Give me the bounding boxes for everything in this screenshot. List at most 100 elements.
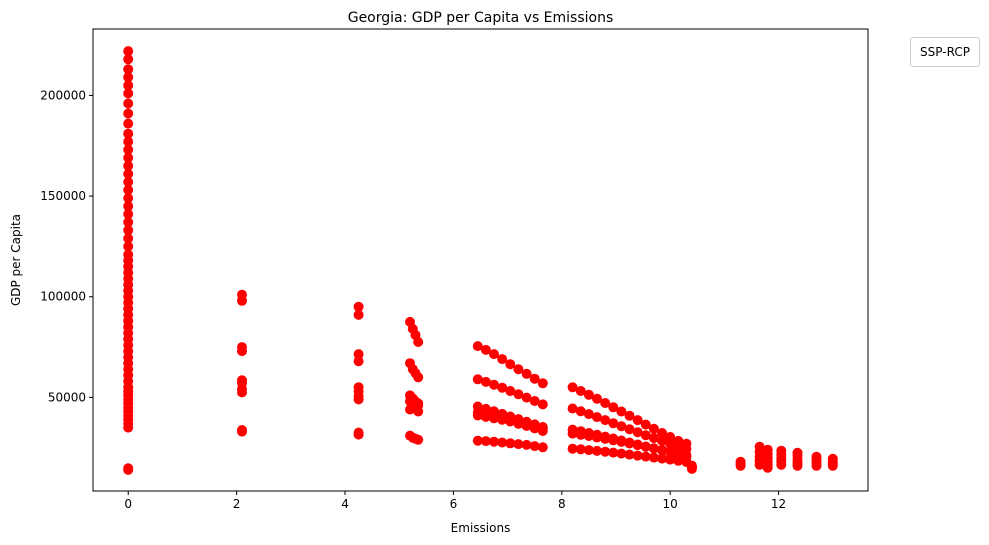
data-point (123, 177, 134, 187)
data-point (505, 386, 516, 396)
data-point (648, 443, 659, 454)
data-point (567, 424, 578, 435)
data-point (123, 225, 134, 236)
data-point (583, 428, 594, 438)
legend-title: SSP-RCP (920, 45, 970, 59)
data-point (583, 409, 594, 420)
data-point (497, 354, 508, 365)
data-point (616, 435, 627, 446)
data-point (827, 453, 838, 464)
data-point (123, 152, 134, 163)
data-point (123, 64, 134, 75)
data-point (413, 434, 424, 445)
y-tick-label: 150000 (40, 189, 86, 203)
data-point (123, 108, 134, 119)
data-point (123, 46, 134, 57)
data-point (648, 452, 659, 463)
data-point (657, 453, 668, 464)
data-point (480, 376, 491, 387)
data-point (123, 209, 134, 220)
data-point (123, 88, 134, 99)
data-point (686, 460, 697, 471)
data-point (640, 419, 651, 430)
data-point (567, 403, 578, 414)
data-point (657, 435, 668, 446)
data-point (497, 437, 508, 448)
data-point (537, 422, 548, 432)
data-point (665, 454, 676, 465)
data-point (353, 309, 364, 320)
data-point (480, 344, 491, 355)
data-point (583, 445, 594, 456)
data-point (583, 389, 594, 400)
data-point (123, 128, 134, 139)
data-point (665, 447, 676, 458)
chart-title: Georgia: GDP per Capita vs Emissions (348, 10, 614, 26)
data-point (592, 393, 602, 404)
data-point (754, 441, 765, 452)
data-point (567, 382, 578, 393)
data-point (616, 448, 627, 459)
data-point (575, 406, 586, 417)
data-point (608, 418, 619, 429)
x-tick-label: 12 (771, 497, 786, 511)
data-point (640, 430, 651, 441)
data-point (353, 382, 364, 393)
data-point (608, 447, 619, 458)
data-point (600, 415, 611, 426)
data-point (123, 98, 134, 109)
data-point (673, 435, 684, 446)
data-point (529, 373, 540, 384)
data-point (123, 463, 134, 474)
data-point (521, 392, 532, 403)
data-point (123, 72, 134, 83)
x-tick-label: 2 (233, 497, 241, 511)
data-point (123, 144, 134, 155)
plot-area-frame (92, 28, 869, 492)
data-point (413, 398, 424, 409)
legend: SSP-RCP (910, 37, 980, 67)
data-point (575, 444, 586, 455)
data-point (600, 398, 611, 408)
data-point (497, 408, 508, 419)
x-tick-label: 8 (558, 497, 566, 511)
data-point (123, 217, 134, 228)
data-point (567, 443, 578, 454)
data-point (489, 379, 499, 390)
data-point (632, 450, 643, 461)
data-point (413, 372, 424, 383)
data-point (648, 423, 659, 434)
data-point (600, 446, 611, 457)
data-point (537, 378, 548, 389)
data-point (513, 414, 524, 425)
y-axis: 50000 100000 150000 200000 (40, 88, 93, 404)
data-point (353, 427, 364, 438)
data-point (537, 399, 548, 410)
data-point (616, 406, 627, 417)
data-point (123, 241, 134, 252)
data-point (811, 451, 822, 462)
data-point (513, 439, 524, 450)
data-point (776, 445, 787, 456)
data-point (640, 441, 651, 452)
data-point (592, 445, 602, 456)
data-point (237, 342, 247, 353)
data-point (657, 445, 668, 456)
data-point (537, 442, 548, 453)
data-point (529, 441, 540, 452)
x-axis-label: Emissions (451, 521, 511, 535)
data-point (123, 136, 134, 147)
data-point (505, 411, 516, 422)
data-point (497, 382, 508, 393)
data-point (592, 412, 602, 423)
data-point (608, 402, 619, 413)
y-tick-label: 100000 (40, 290, 86, 304)
data-point (762, 444, 773, 455)
data-point (480, 436, 491, 447)
data-point (123, 249, 134, 260)
x-tick-label: 10 (663, 497, 678, 511)
scatter-points (123, 46, 838, 475)
data-point (657, 428, 668, 438)
x-tick-label: 0 (124, 497, 132, 511)
